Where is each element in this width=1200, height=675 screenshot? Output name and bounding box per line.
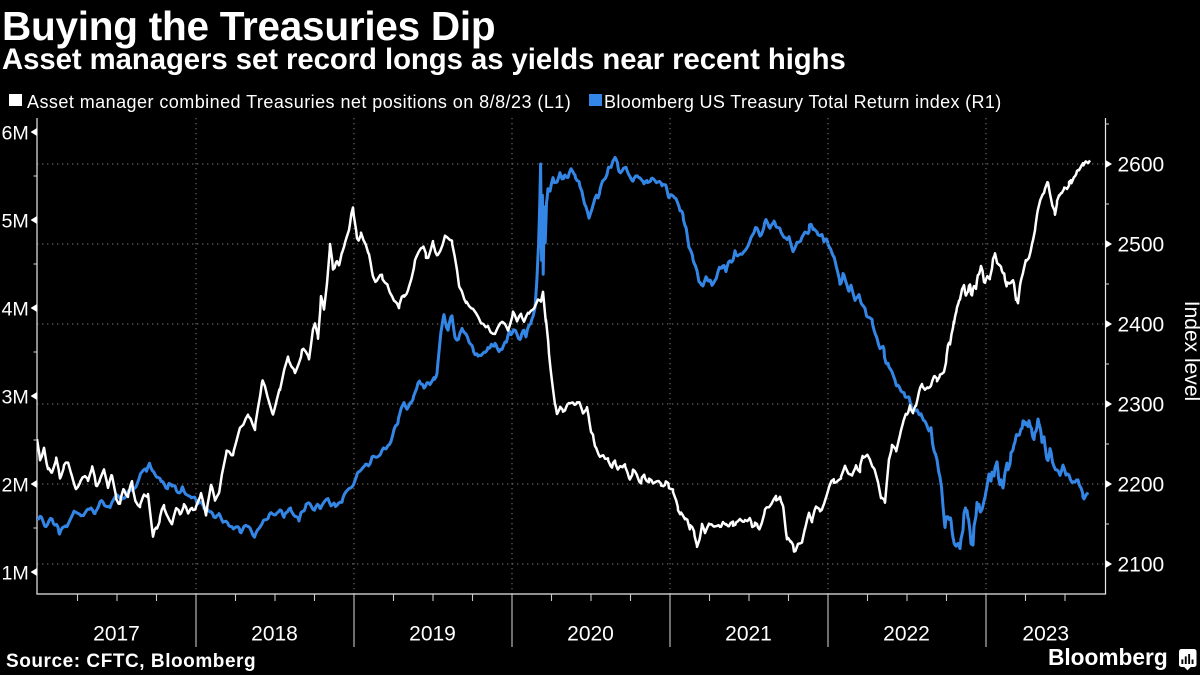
svg-text:5M: 5M — [1, 210, 28, 232]
svg-text:1M: 1M — [1, 562, 28, 584]
svg-text:2017: 2017 — [93, 623, 140, 646]
svg-text:2200: 2200 — [1118, 473, 1165, 496]
svg-text:2021: 2021 — [725, 623, 772, 646]
svg-text:Index level: Index level — [1180, 301, 1200, 401]
svg-text:2019: 2019 — [409, 623, 456, 646]
svg-text:6M: 6M — [1, 122, 28, 144]
svg-text:2M: 2M — [1, 474, 28, 496]
svg-text:2400: 2400 — [1118, 313, 1165, 336]
svg-text:2020: 2020 — [567, 623, 614, 646]
svg-text:2100: 2100 — [1118, 553, 1165, 576]
svg-text:2023: 2023 — [1022, 623, 1069, 646]
svg-text:2500: 2500 — [1118, 233, 1165, 256]
svg-text:4M: 4M — [1, 298, 28, 320]
svg-text:2600: 2600 — [1118, 153, 1165, 176]
svg-text:2022: 2022 — [883, 623, 930, 646]
svg-text:2018: 2018 — [251, 623, 298, 646]
svg-text:3M: 3M — [1, 386, 28, 408]
svg-text:2300: 2300 — [1118, 393, 1165, 416]
